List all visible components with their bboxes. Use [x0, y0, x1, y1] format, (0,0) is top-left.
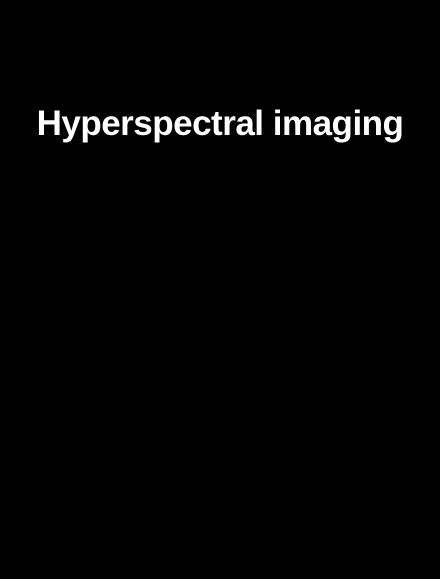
right-panel [205, 215, 431, 434]
page-title: Hyperspectral imaging [36, 104, 404, 143]
left-panel [10, 215, 191, 434]
